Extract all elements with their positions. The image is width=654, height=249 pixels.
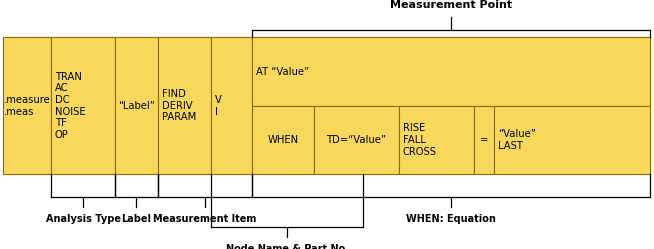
Text: “Value”
LAST: “Value” LAST: [498, 129, 536, 151]
Text: =: =: [480, 135, 488, 145]
Text: WHEN: WHEN: [267, 135, 298, 145]
Bar: [51, 37, 115, 174]
Bar: [314, 106, 399, 174]
Text: TD=“Value”: TD=“Value”: [326, 135, 387, 145]
Bar: [399, 106, 474, 174]
Text: “Label”: “Label”: [118, 101, 155, 111]
Text: AT “Value”: AT “Value”: [256, 66, 309, 77]
Text: Measurement Point: Measurement Point: [390, 0, 512, 10]
Text: Analysis Type: Analysis Type: [46, 214, 120, 224]
Text: WHEN: Equation: WHEN: Equation: [406, 214, 496, 224]
Bar: [211, 37, 252, 174]
Text: Node Name & Part No.: Node Name & Part No.: [226, 244, 349, 249]
Text: Measurement Item: Measurement Item: [153, 214, 256, 224]
Text: .measure
.meas: .measure .meas: [4, 95, 50, 117]
Bar: [494, 106, 650, 174]
Bar: [474, 106, 494, 174]
Bar: [252, 106, 314, 174]
Text: TRAN
AC
DC
NOISE
TF
OP: TRAN AC DC NOISE TF OP: [55, 72, 86, 140]
Bar: [3, 37, 51, 174]
Bar: [252, 37, 650, 106]
Text: V
I: V I: [215, 95, 222, 117]
Text: FIND
DERIV
PARAM: FIND DERIV PARAM: [162, 89, 196, 123]
Bar: [158, 37, 211, 174]
Text: Label: Label: [121, 214, 151, 224]
Text: RISE
FALL
CROSS: RISE FALL CROSS: [403, 124, 437, 157]
Bar: [115, 37, 158, 174]
